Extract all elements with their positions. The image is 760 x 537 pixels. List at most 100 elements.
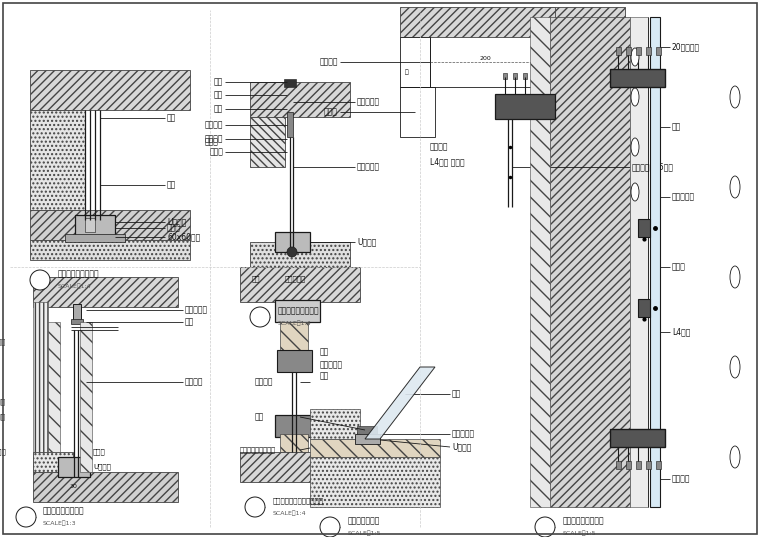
Text: 透明玻璃胶: 透明玻璃胶: [357, 98, 380, 106]
Text: 钢化玻璃（15厚）: 钢化玻璃（15厚）: [632, 163, 674, 171]
Text: SCALE：1:4: SCALE：1:4: [273, 510, 306, 516]
Polygon shape: [365, 367, 435, 439]
Text: 泡沫条: 泡沫条: [167, 223, 181, 233]
Bar: [250, 117, 285, 167]
Bar: [33, 472, 178, 502]
Bar: [30, 70, 190, 110]
Bar: [656, 47, 661, 55]
Text: 胶垫: 胶垫: [214, 77, 223, 86]
Circle shape: [250, 307, 270, 327]
Bar: [280, 434, 308, 452]
Bar: [65, 234, 125, 242]
Bar: [630, 17, 648, 507]
Bar: [250, 82, 350, 117]
Bar: [250, 267, 350, 287]
Text: L4角钢 饰面板: L4角钢 饰面板: [430, 157, 464, 166]
Bar: [636, 461, 641, 469]
Text: 打胶: 打胶: [167, 180, 176, 190]
Bar: [75, 215, 115, 235]
Ellipse shape: [730, 446, 740, 468]
Bar: [33, 302, 48, 472]
Text: 沙浆: 沙浆: [252, 275, 261, 282]
Text: 角铁: 角铁: [214, 91, 223, 99]
Bar: [626, 47, 631, 55]
Bar: [310, 409, 360, 439]
Ellipse shape: [730, 356, 740, 378]
Text: 油漆: 油漆: [214, 105, 223, 113]
Text: 木方: 木方: [320, 372, 329, 381]
Bar: [73, 304, 81, 322]
Text: 水泥沙浆层: 水泥沙浆层: [672, 192, 695, 201]
Text: 木方: 木方: [320, 347, 329, 357]
Circle shape: [320, 517, 340, 537]
Bar: [275, 300, 320, 322]
Bar: [550, 17, 630, 507]
Circle shape: [16, 507, 36, 527]
Circle shape: [245, 497, 265, 517]
Text: 打胶: 打胶: [167, 113, 176, 122]
Text: 斜插玻璃节点图: 斜插玻璃节点图: [348, 517, 380, 526]
Text: 大理石: 大理石: [205, 137, 219, 147]
Bar: [626, 461, 631, 469]
Ellipse shape: [631, 138, 639, 156]
Bar: [71, 319, 83, 324]
Text: 大理石: 大理石: [209, 148, 223, 156]
Text: SCALE：1:4: SCALE：1:4: [278, 320, 312, 326]
Bar: [610, 69, 665, 87]
Bar: [636, 47, 641, 55]
Bar: [400, 87, 435, 137]
Bar: [275, 232, 310, 252]
Bar: [543, 73, 547, 79]
Text: 外墙隔墙玻璃节点图: 外墙隔墙玻璃节点图: [563, 517, 605, 526]
Text: 清玻璃绿: 清玻璃绿: [0, 413, 6, 420]
Text: SCALE：1:3: SCALE：1:3: [43, 520, 77, 526]
Bar: [280, 322, 308, 352]
Text: 胶垫: 胶垫: [255, 412, 264, 422]
Circle shape: [535, 517, 555, 537]
Text: SCALE：1:4: SCALE：1:4: [58, 283, 92, 289]
Bar: [287, 112, 293, 137]
Bar: [646, 47, 651, 55]
Text: 玻璃: 玻璃: [452, 389, 461, 398]
Text: SCALE：1:5: SCALE：1:5: [348, 530, 382, 536]
Text: 饰面材料: 饰面材料: [255, 378, 274, 387]
Bar: [284, 79, 296, 87]
Bar: [646, 461, 651, 469]
Text: 透明玻璃胶: 透明玻璃胶: [452, 430, 475, 439]
Bar: [250, 242, 350, 267]
Text: 防潮石膏板油漆: 防潮石膏板油漆: [0, 339, 6, 345]
Bar: [400, 37, 430, 87]
Text: 浴室隔墙玻璃节点图: 浴室隔墙玻璃节点图: [43, 506, 84, 516]
Text: 帘: 帘: [405, 69, 409, 75]
Text: 200: 200: [479, 55, 491, 61]
Bar: [610, 429, 665, 447]
Bar: [400, 7, 555, 37]
Text: 大理石: 大理石: [93, 449, 106, 455]
Bar: [30, 110, 85, 210]
Bar: [80, 322, 92, 472]
Text: 60x60角钢: 60x60角钢: [167, 233, 200, 242]
Bar: [638, 299, 650, 317]
Bar: [58, 457, 90, 477]
Bar: [48, 322, 60, 472]
Ellipse shape: [631, 48, 639, 66]
Text: 角铁: 角铁: [185, 317, 195, 326]
Bar: [310, 457, 440, 507]
Bar: [533, 73, 537, 79]
Ellipse shape: [730, 266, 740, 288]
Bar: [30, 240, 190, 260]
Text: 不锈钢折槽: 不锈钢折槽: [185, 306, 208, 315]
Text: 镶嵌不锈钢: 镶嵌不锈钢: [320, 360, 343, 369]
Text: 木工板基础饰面材料: 木工板基础饰面材料: [240, 447, 276, 453]
Bar: [33, 452, 73, 472]
Text: 大型插地玻璃节点图: 大型插地玻璃节点图: [58, 270, 100, 279]
Bar: [513, 73, 517, 79]
Text: 膨胀螺丝: 膨胀螺丝: [430, 142, 448, 151]
Text: U型卡槽: U型卡槽: [93, 463, 111, 470]
Text: 钢丝网: 钢丝网: [672, 263, 686, 272]
Bar: [638, 219, 650, 237]
Bar: [33, 277, 178, 307]
Text: 清玻玻胶: 清玻玻胶: [0, 398, 6, 405]
Text: 不锈钢构水玻璃隔断节点图: 不锈钢构水玻璃隔断节点图: [273, 498, 324, 504]
Text: 大理石: 大理石: [0, 449, 6, 455]
